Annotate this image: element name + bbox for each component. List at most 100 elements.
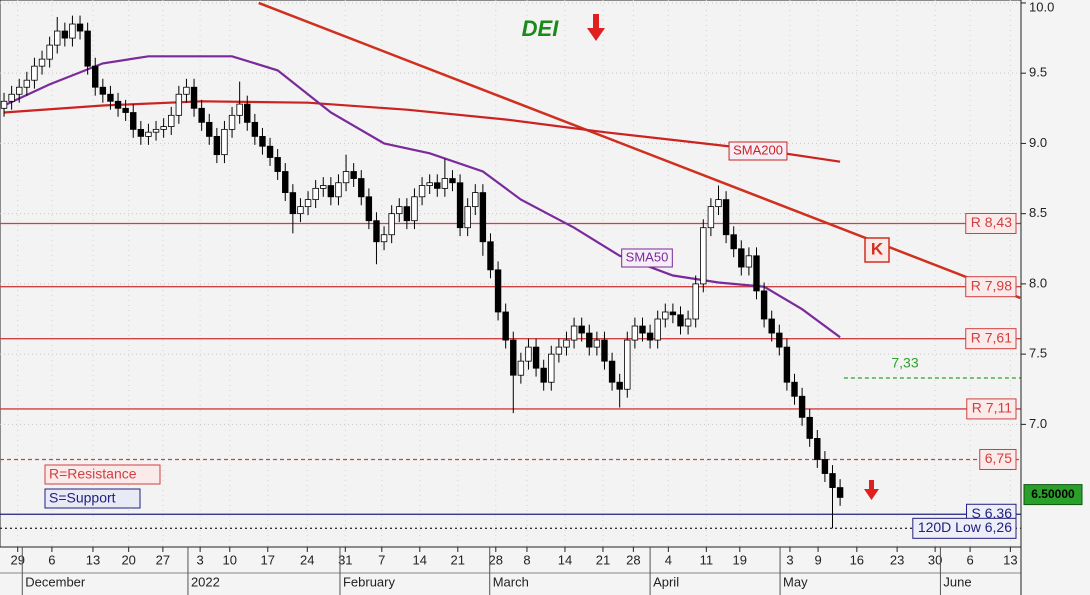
level-label-box xyxy=(965,212,1017,234)
candle-body xyxy=(563,339,570,348)
candle-body xyxy=(61,30,69,39)
x-tick-label: 23 xyxy=(890,552,904,567)
candle-body xyxy=(639,325,646,334)
candle-body xyxy=(722,199,730,236)
candle-body xyxy=(669,311,677,316)
candle-body xyxy=(829,473,836,488)
trendline-label: K xyxy=(871,239,884,258)
candle-body xyxy=(320,185,327,189)
candle-body xyxy=(304,199,312,208)
candle-body xyxy=(107,93,114,102)
candle-body xyxy=(836,487,844,498)
candle-body xyxy=(396,206,403,215)
candle-body xyxy=(502,311,509,341)
candle-body xyxy=(540,367,547,383)
candle-body xyxy=(130,112,137,130)
level-label: R 7,11 xyxy=(972,400,1012,416)
candle-body xyxy=(69,23,76,39)
candle-body xyxy=(441,178,449,189)
candle-body xyxy=(555,346,563,355)
y-tick-label: 8.0 xyxy=(1029,275,1047,290)
candle-body xyxy=(738,248,745,268)
candle-body xyxy=(31,65,38,81)
candle-body xyxy=(479,192,487,243)
candle-body xyxy=(715,199,722,208)
x-tick-label: 6 xyxy=(966,552,973,567)
candle-body xyxy=(244,103,251,123)
candle-body xyxy=(137,128,145,137)
candle-body xyxy=(145,131,152,137)
candle-body xyxy=(282,171,289,193)
candle-body xyxy=(791,381,798,397)
candle-body xyxy=(289,192,297,215)
candle-body xyxy=(707,206,715,229)
candle-body xyxy=(274,157,281,172)
candle-body xyxy=(464,206,471,229)
candle-body xyxy=(532,346,540,369)
candle-body xyxy=(365,196,373,222)
candle-body xyxy=(821,459,829,474)
candle-body xyxy=(76,23,84,32)
candle-body xyxy=(152,128,160,133)
month-label: December xyxy=(25,574,86,589)
y-tick-label: 9.5 xyxy=(1029,65,1047,80)
legend-entry: S=Support xyxy=(49,490,116,506)
month-label: April xyxy=(653,574,679,589)
level-label: S 6,36 xyxy=(972,505,1013,521)
candle-body xyxy=(206,121,213,137)
candle-body xyxy=(745,255,753,268)
level-label-box xyxy=(966,398,1017,420)
legend-box xyxy=(44,464,161,485)
trendline xyxy=(258,1,1021,300)
level-label-box xyxy=(965,328,1017,350)
candle-body xyxy=(510,339,517,376)
x-tick-label: 19 xyxy=(733,552,747,567)
x-tick-label: 8 xyxy=(523,552,530,567)
line-label: SMA200 xyxy=(733,142,783,157)
x-tick-label: 14 xyxy=(413,552,427,567)
candle-body xyxy=(411,196,418,222)
x-tick-label: 13 xyxy=(86,552,100,567)
candle-body xyxy=(160,126,167,130)
candle-body xyxy=(654,318,661,341)
candle-body xyxy=(494,269,502,313)
candle-body xyxy=(350,171,357,179)
price-tag-label: 6.50000 xyxy=(1031,487,1075,501)
x-tick-label: 9 xyxy=(814,552,821,567)
candle-body xyxy=(175,93,183,116)
x-tick-label: 3 xyxy=(197,552,204,567)
candle-body xyxy=(753,255,760,292)
candle-body xyxy=(259,135,266,147)
candle-body xyxy=(768,318,775,334)
x-tick-label: 21 xyxy=(451,552,465,567)
legend-box xyxy=(44,488,141,509)
x-tick-label: 7 xyxy=(378,552,385,567)
candle-body xyxy=(54,30,61,46)
x-tick-label: 21 xyxy=(596,552,610,567)
level-label: R 7,98 xyxy=(971,277,1012,293)
y-tick-label: 7.0 xyxy=(1029,416,1047,431)
x-tick-label: 28 xyxy=(626,552,640,567)
candle-body xyxy=(358,178,365,198)
candle-body xyxy=(183,86,190,95)
candle-body xyxy=(84,30,91,67)
x-tick-label: 31 xyxy=(338,552,352,567)
x-tick-label: 11 xyxy=(700,552,714,567)
candle-body xyxy=(297,206,304,215)
candle-body xyxy=(601,339,608,362)
x-tick-label: 6 xyxy=(48,552,55,567)
y-tick-label: 8.5 xyxy=(1029,205,1047,220)
line-label-box xyxy=(728,141,788,161)
candle-body xyxy=(760,290,768,320)
candle-body xyxy=(46,44,53,60)
line-label: SMA50 xyxy=(626,249,669,264)
levels xyxy=(0,222,1021,529)
candle-body xyxy=(8,93,15,102)
x-tick-label: 13 xyxy=(1003,552,1017,567)
candle-body xyxy=(517,360,525,376)
candle-body xyxy=(548,353,555,383)
moving-average-line xyxy=(3,55,841,339)
x-tick-label: 10 xyxy=(223,552,237,567)
level-label-box xyxy=(979,448,1017,470)
